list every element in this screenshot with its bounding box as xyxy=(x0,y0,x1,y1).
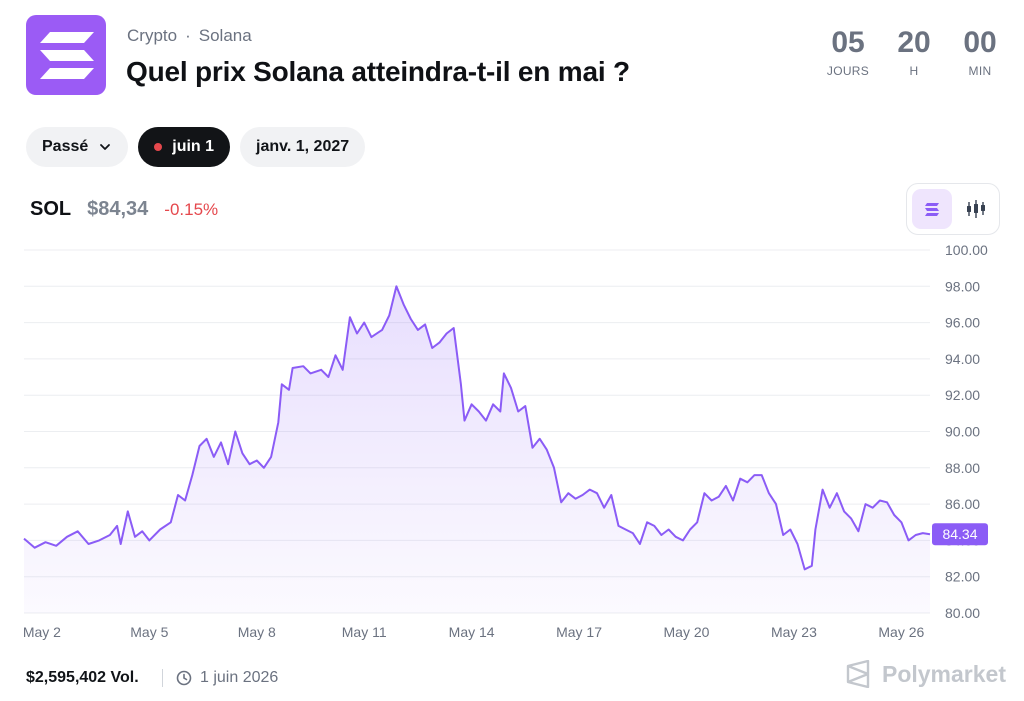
countdown: 05 JOURS 20 H 00 MIN xyxy=(826,26,1002,78)
line-chart-icon xyxy=(925,203,939,216)
tab-june-1[interactable]: juin 1 xyxy=(138,127,231,167)
brand-name: Polymarket xyxy=(881,660,1006,687)
price-line xyxy=(23,285,931,571)
ticker-change: -0.15% xyxy=(164,200,219,219)
x-tick-label: May 23 xyxy=(771,624,817,640)
y-tick-label: 100.00 xyxy=(945,242,988,258)
countdown-days-label: JOURS xyxy=(826,64,870,78)
breadcrumb: Crypto · Solana xyxy=(127,26,252,46)
y-tick-label: 98.00 xyxy=(945,278,980,294)
page-title: Quel prix Solana atteindra-t-il en mai ? xyxy=(126,56,630,87)
countdown-minutes-value: 00 xyxy=(963,26,997,59)
tab-past-label: Passé xyxy=(42,138,89,155)
countdown-hours-label: H xyxy=(909,64,919,78)
tab-past[interactable]: Passé xyxy=(26,127,129,167)
chart-view-toggle xyxy=(906,183,1000,235)
x-tick-label: May 2 xyxy=(23,624,61,640)
ticker-price: $84,34 xyxy=(87,198,149,220)
line-chart-button[interactable] xyxy=(912,189,952,229)
price-area xyxy=(24,286,930,613)
solana-logo xyxy=(26,15,106,95)
countdown-days-value: 05 xyxy=(831,26,865,59)
x-tick-label: May 20 xyxy=(664,624,710,640)
x-tick-label: May 5 xyxy=(130,624,168,640)
polymarket-logo-icon xyxy=(846,660,870,688)
tab-june-1-label: juin 1 xyxy=(172,138,215,155)
countdown-hours: 20 H xyxy=(892,26,936,78)
countdown-minutes-label: MIN xyxy=(968,64,992,78)
y-tick-label: 88.00 xyxy=(945,460,980,476)
x-tick-label: May 8 xyxy=(238,624,276,640)
x-tick-label: May 11 xyxy=(342,624,387,640)
x-tick-label: May 26 xyxy=(878,624,924,640)
last-value-label: 84.34 xyxy=(942,526,977,542)
breadcrumb-separator: · xyxy=(185,26,191,45)
y-tick-label: 82.00 xyxy=(945,569,980,585)
resolution-date: 1 juin 2026 xyxy=(176,669,278,687)
breadcrumb-category[interactable]: Crypto xyxy=(127,26,178,45)
clock-icon xyxy=(176,670,192,686)
footer-divider xyxy=(162,669,163,687)
tab-jan-2027[interactable]: janv. 1, 2027 xyxy=(240,127,366,167)
y-tick-label: 80.00 xyxy=(945,605,980,621)
countdown-hours-value: 20 xyxy=(897,26,931,59)
price-chart[interactable]: 100.00 98.00 96.00 94.00 92.00 90.00 88.00 86.0… xyxy=(0,240,1024,652)
ticker-symbol: SOL xyxy=(30,198,72,220)
x-tick-label: May 14 xyxy=(449,624,495,640)
date-tabs: Passé juin 1 janv. 1, 2027 xyxy=(26,127,366,167)
solana-mark-icon xyxy=(40,32,94,79)
countdown-days: 05 JOURS xyxy=(826,26,870,78)
price-ticker: SOL $84,34 -0.15% xyxy=(30,198,218,221)
candlestick-icon xyxy=(967,200,985,218)
y-tick-label: 86.00 xyxy=(945,496,980,512)
live-dot-icon xyxy=(154,143,163,151)
chevron-down-icon xyxy=(100,144,111,150)
y-tick-label: 90.00 xyxy=(945,424,980,440)
y-tick-label: 92.00 xyxy=(945,387,980,403)
candlestick-button[interactable] xyxy=(956,189,996,229)
tab-jan-2027-label: janv. 1, 2027 xyxy=(256,138,350,155)
last-value-badge xyxy=(932,523,988,546)
x-tick-label: May 17 xyxy=(556,624,602,640)
polymarket-brand[interactable]: Polymarket xyxy=(846,660,1006,688)
countdown-minutes: 00 MIN xyxy=(958,26,1002,78)
y-tick-label: 96.00 xyxy=(945,315,980,331)
breadcrumb-subcategory[interactable]: Solana xyxy=(198,26,252,45)
y-tick-label: 94.00 xyxy=(945,351,980,367)
volume: $2,595,402 Vol. xyxy=(26,669,139,686)
resolution-date-text: 1 juin 2026 xyxy=(200,669,279,686)
